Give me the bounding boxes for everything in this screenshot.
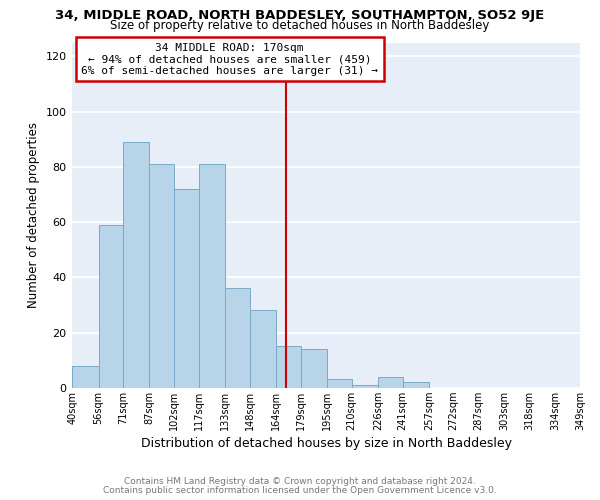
Bar (225, 288, 250, 388)
Bar (123, 142, 149, 388)
Bar (98, 225, 123, 388)
Bar (250, 310, 276, 388)
Bar (174, 189, 199, 388)
Bar (378, 376, 403, 388)
Bar (72, 366, 98, 388)
Y-axis label: Number of detached properties: Number of detached properties (27, 122, 40, 308)
Text: Contains public sector information licensed under the Open Government Licence v3: Contains public sector information licen… (103, 486, 497, 495)
Bar (327, 380, 352, 388)
Bar (352, 385, 378, 388)
Text: Size of property relative to detached houses in North Baddesley: Size of property relative to detached ho… (110, 19, 490, 32)
Bar (276, 346, 301, 388)
Text: Contains HM Land Registry data © Crown copyright and database right 2024.: Contains HM Land Registry data © Crown c… (124, 477, 476, 486)
Text: 34 MIDDLE ROAD: 170sqm
← 94% of detached houses are smaller (459)
6% of semi-det: 34 MIDDLE ROAD: 170sqm ← 94% of detached… (81, 42, 378, 76)
Bar (403, 382, 429, 388)
X-axis label: Distribution of detached houses by size in North Baddesley: Distribution of detached houses by size … (140, 437, 512, 450)
Bar (199, 164, 225, 388)
Bar (149, 164, 174, 388)
Bar (301, 349, 327, 388)
Text: 34, MIDDLE ROAD, NORTH BADDESLEY, SOUTHAMPTON, SO52 9JE: 34, MIDDLE ROAD, NORTH BADDESLEY, SOUTHA… (55, 9, 545, 22)
